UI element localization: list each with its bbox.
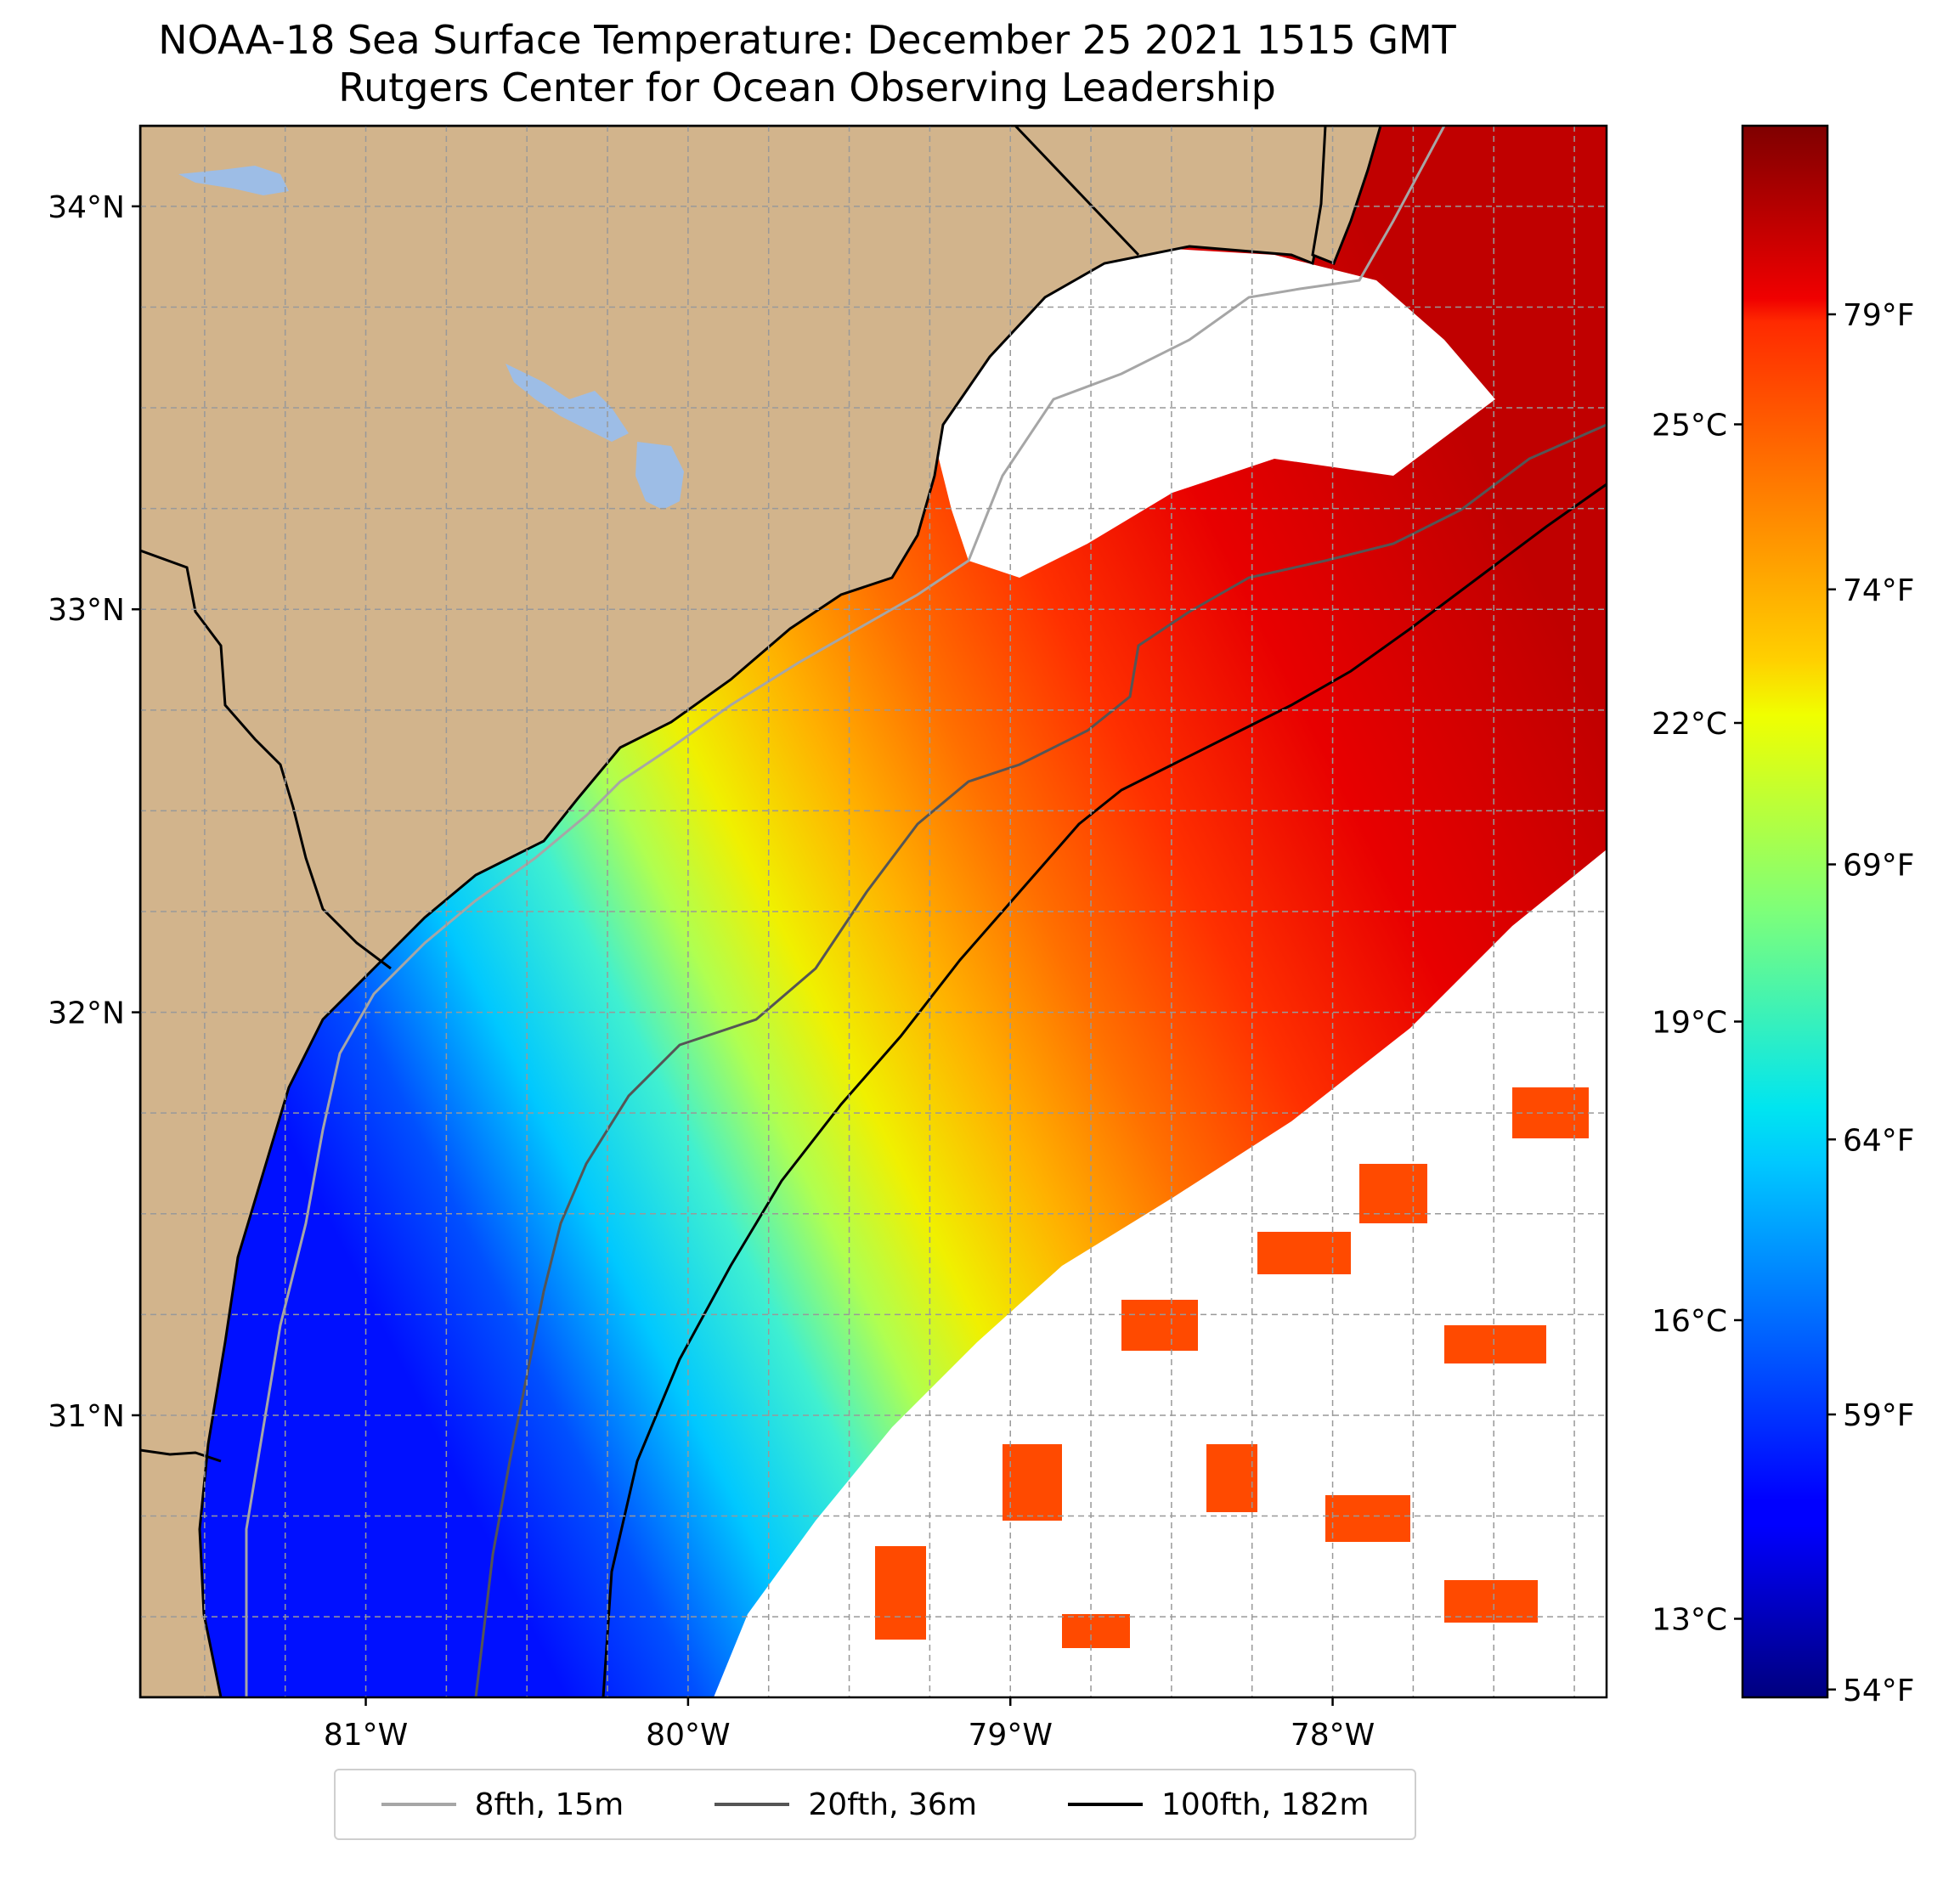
no-data-region: [714, 850, 1607, 1697]
lat-tick-label: 32°N: [48, 996, 125, 1031]
isobath-36m: [474, 423, 1607, 1697]
legend-swatch-15m: [381, 1803, 456, 1806]
legend-swatch-36m: [715, 1803, 790, 1806]
colorbar-f-label: 54°F: [1843, 1674, 1915, 1708]
lake: [506, 364, 629, 442]
lon-tick-label: 81°W: [324, 1718, 408, 1753]
lon-tick-label: 80°W: [646, 1718, 730, 1753]
map-frame: [138, 124, 1608, 1699]
legend-swatch-182m: [1068, 1803, 1144, 1806]
lake: [635, 442, 684, 510]
colorbar-fahrenheit-axis: 79°F 74°F 69°F 64°F 59°F 54°F: [1827, 298, 1915, 1708]
lat-tick-label: 34°N: [48, 190, 125, 225]
latitude-axis: 34°N 33°N 32°N 31°N: [48, 190, 140, 1434]
legend-label-36m: 20fth, 36m: [808, 1787, 977, 1822]
colorbar-f-label: 59°F: [1843, 1398, 1915, 1433]
land-mainland: [140, 126, 1378, 1697]
colorbar: [1741, 124, 1829, 1699]
legend-label-182m: 100fth, 182m: [1161, 1787, 1370, 1822]
lon-tick-label: 78°W: [1291, 1718, 1375, 1753]
state-boundary: [1014, 126, 1140, 257]
state-boundary: [140, 1448, 222, 1463]
isobath-legend: 8fth, 15m 20fth, 36m 100fth, 182m: [334, 1769, 1416, 1840]
colorbar-c-label: 16°C: [1652, 1304, 1727, 1339]
colorbar-f-label: 74°F: [1843, 573, 1915, 608]
colorbar-f-label: 79°F: [1843, 298, 1915, 333]
colorbar-c-label: 22°C: [1652, 707, 1727, 742]
lat-tick-label: 31°N: [48, 1399, 125, 1434]
map-title: NOAA-18 Sea Surface Temperature: Decembe…: [158, 17, 1456, 63]
legend-item-15m: 8fth, 15m: [381, 1787, 624, 1822]
state-boundary: [140, 549, 392, 970]
colorbar-c-label: 13°C: [1652, 1603, 1727, 1638]
legend-item-36m: 20fth, 36m: [715, 1787, 977, 1822]
isobath-15m: [245, 126, 1446, 1697]
lon-tick-label: 79°W: [969, 1718, 1053, 1753]
longitude-axis: 81°W 80°W 79°W 78°W: [324, 1697, 1375, 1753]
map-subtitle: Rutgers Center for Ocean Observing Leade…: [338, 65, 1276, 110]
land-cape: [1311, 126, 1382, 265]
lat-tick-label: 33°N: [48, 593, 125, 628]
gridlines: [140, 126, 1607, 1697]
sst-patches: [875, 1087, 1589, 1648]
legend-label-15m: 8fth, 15m: [474, 1787, 624, 1822]
colorbar-c-label: 19°C: [1652, 1006, 1727, 1041]
no-data-region: [935, 246, 1495, 578]
lake: [178, 166, 289, 195]
colorbar-c-label: 25°C: [1652, 409, 1727, 443]
colorbar-celsius-axis: 25°C 22°C 19°C 16°C 13°C: [1652, 409, 1743, 1638]
colorbar-f-label: 64°F: [1843, 1123, 1915, 1158]
legend-item-182m: 100fth, 182m: [1068, 1787, 1369, 1822]
colorbar-f-label: 69°F: [1843, 849, 1915, 884]
